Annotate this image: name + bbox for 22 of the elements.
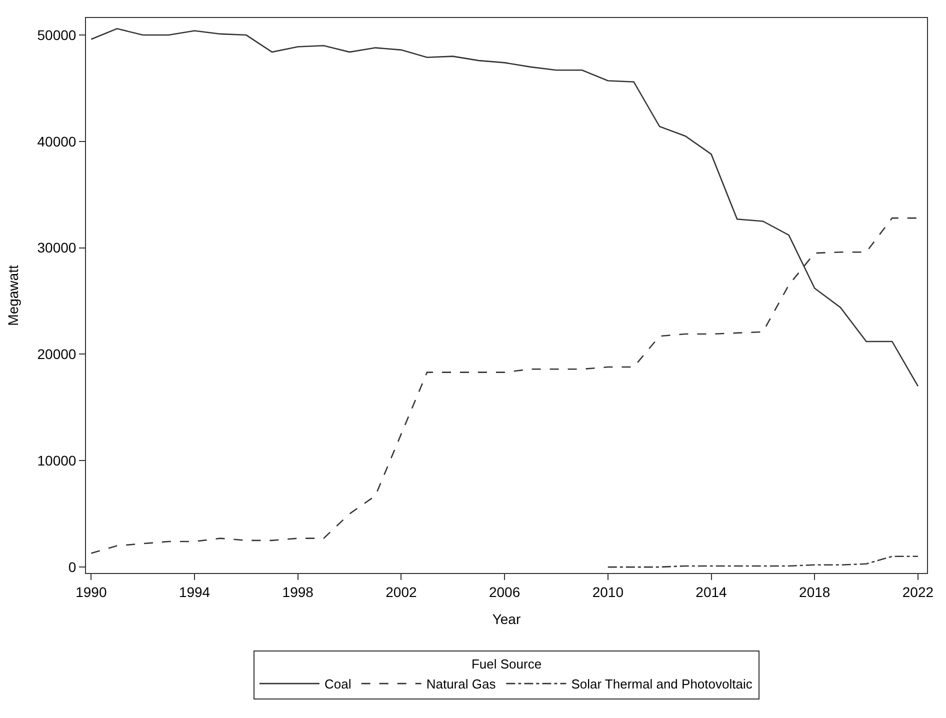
y-tick-label: 0 [68, 558, 76, 575]
x-tick-label: 2022 [902, 584, 934, 600]
y-axis-title: Megawatt [4, 265, 21, 326]
legend-label: Solar Thermal and Photovoltaic [571, 676, 753, 692]
legend-label: Coal [324, 676, 352, 692]
x-axis-title: Year [492, 611, 521, 628]
x-tick-label: 2002 [386, 584, 417, 600]
legend-title: Fuel Source [471, 656, 542, 672]
line-series [607, 556, 919, 568]
y-tick-label: 30000 [37, 240, 76, 256]
y-tick-label: 10000 [37, 452, 76, 469]
x-tick-label: 1998 [282, 584, 314, 600]
y-tick-label: 50000 [37, 26, 76, 43]
y-tick-label: 20000 [37, 346, 76, 362]
x-tick-label: 1994 [178, 584, 210, 600]
x-tick-label: 2014 [696, 584, 728, 600]
x-tick-label: 1990 [76, 584, 107, 600]
x-tick-label: 2018 [799, 584, 830, 600]
x-tick-label: 2006 [488, 584, 520, 600]
y-tick-label: 40000 [37, 133, 76, 150]
legend-label: Natural Gas [426, 676, 496, 692]
x-tick-label: 2010 [592, 584, 624, 600]
